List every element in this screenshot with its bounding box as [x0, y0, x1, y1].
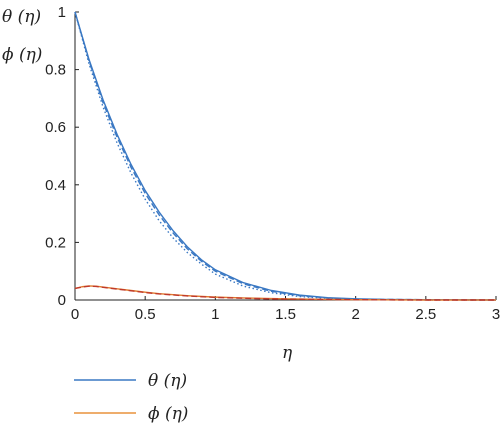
series-line-1-dashed [74, 11, 497, 301]
x-tick-label: 2.5 [415, 306, 436, 323]
y-tick-label: 1 [58, 4, 66, 21]
y-ticks: 0 0.2 0.4 0.6 0.8 1 [45, 4, 79, 309]
y-tick-label: 0 [58, 292, 66, 309]
x-tick-label: 3 [492, 306, 500, 323]
series-line-4-dashed [74, 285, 496, 301]
legend: θ (η) ϕ (η) [74, 371, 188, 423]
axes [74, 12, 496, 301]
x-tick-label: 1.5 [275, 306, 296, 323]
x-axis-label: η [282, 343, 293, 363]
y-tick-label: 0.4 [45, 177, 66, 194]
y-tick-label: 0.8 [45, 62, 66, 79]
series-line-0-solid [74, 11, 497, 301]
y-axis-label-phi: ϕ (η) [2, 45, 42, 65]
x-tick-label: 1 [211, 306, 219, 323]
y-axis-label-theta: θ (η) [2, 7, 41, 27]
y-tick-label: 0.6 [45, 119, 66, 136]
series-group [74, 11, 497, 301]
x-tick-label: 2 [351, 306, 359, 323]
x-ticks: 0 0.5 1 1.5 2 2.5 3 [71, 296, 500, 323]
x-tick-label: 0.5 [135, 306, 156, 323]
y-tick-label: 0.2 [45, 234, 66, 251]
legend-label-theta: θ (η) [148, 371, 187, 391]
x-tick-label: 0 [71, 306, 79, 323]
series-line-2-dotted [74, 11, 496, 301]
legend-label-phi: ϕ (η) [148, 404, 188, 423]
